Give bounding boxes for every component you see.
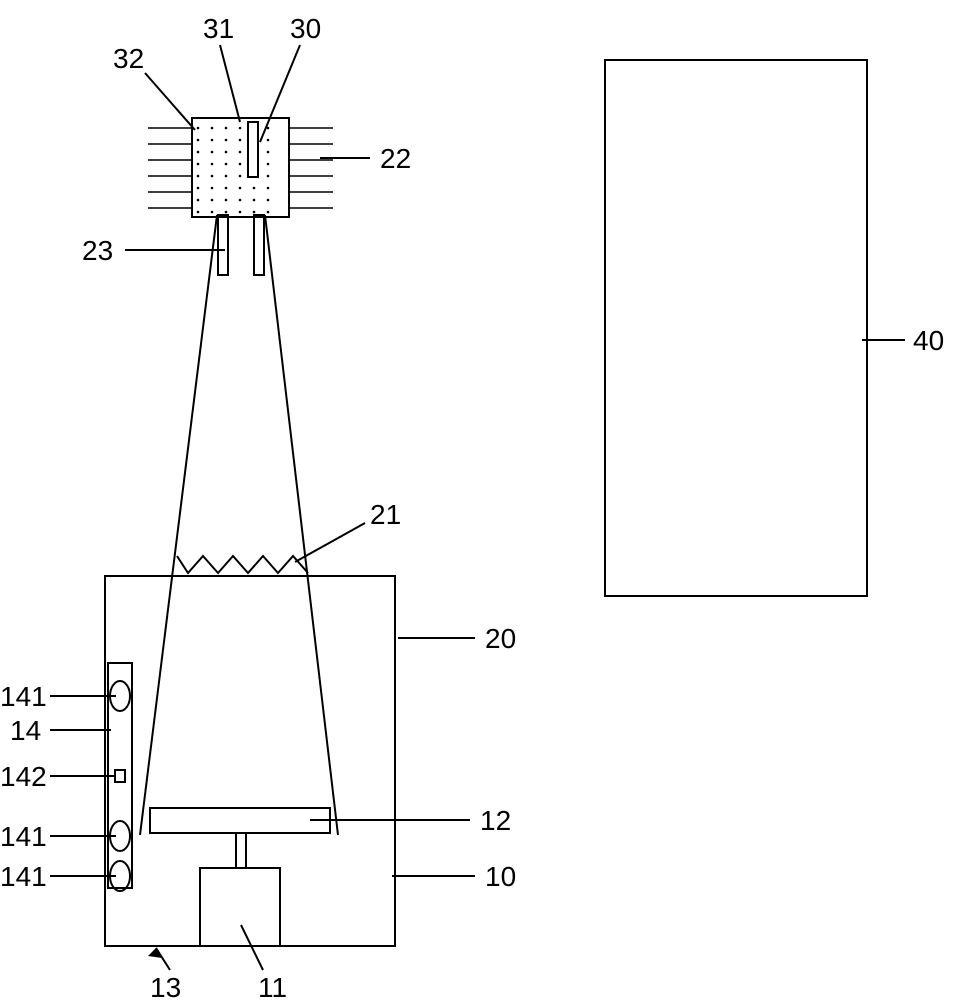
dot [239,163,242,166]
button-142 [115,770,125,782]
dot [197,211,200,214]
dot [239,211,242,214]
dot [239,187,242,190]
dot [197,127,200,130]
label-l141a: 141 [0,681,47,712]
dot [211,199,214,202]
dot [197,151,200,154]
dot [267,199,270,202]
label-l141b: 141 [0,821,47,852]
dot [211,127,214,130]
pipe-left-23 [218,215,228,275]
label-l141c: 141 [0,861,47,892]
dot [239,127,242,130]
dot [225,127,228,130]
leader-l11 [241,925,263,970]
dot [239,175,242,178]
label-l22: 22 [380,143,411,174]
dot [253,187,256,190]
dot [267,175,270,178]
leader-l32 [145,73,195,130]
dot [253,211,256,214]
cone-right [265,215,338,835]
zigzag-21 [177,556,308,573]
dot [267,139,270,142]
dot [267,163,270,166]
dot [225,199,228,202]
technical-diagram: 10 11 12 13 14 20 21 22 23 30 31 32 40 141 142 141 141 [0,0,953,1000]
dot [225,211,228,214]
dot [197,199,200,202]
label-l12: 12 [480,805,511,836]
dot [267,151,270,154]
blade-12 [150,808,330,833]
label-l14: 14 [10,715,41,746]
dot [211,163,214,166]
leader-l21 [295,523,365,562]
label-l23: 23 [82,235,113,266]
dot [253,199,256,202]
dot [211,151,214,154]
dot [239,151,242,154]
label-l21: 21 [370,499,401,530]
dot [267,187,270,190]
leader-l31 [220,45,240,122]
dot [267,211,270,214]
label-l40: 40 [913,325,944,356]
label-l31: 31 [203,13,234,44]
head-box [192,118,289,217]
label-l32: 32 [113,43,144,74]
dot [197,175,200,178]
dot [211,139,214,142]
label-l11: 11 [258,972,287,1000]
dot [211,187,214,190]
motor-11 [200,868,280,946]
rod-31 [248,122,258,177]
label-l10: 10 [485,861,516,892]
dot [211,211,214,214]
label-l30: 30 [290,13,321,44]
dot [225,175,228,178]
pipe-right [254,215,264,275]
dot [239,199,242,202]
box-40 [605,60,867,596]
dot [225,139,228,142]
label-l13: 13 [150,972,181,1000]
cone-left [140,215,217,835]
dot [225,151,228,154]
dot [239,139,242,142]
dot [197,163,200,166]
dot [197,139,200,142]
label-l142: 142 [0,761,47,792]
dot [211,175,214,178]
dot [197,187,200,190]
dot [225,163,228,166]
dot [225,187,228,190]
label-l20: 20 [485,623,516,654]
arrow-13-shaft [156,948,170,970]
